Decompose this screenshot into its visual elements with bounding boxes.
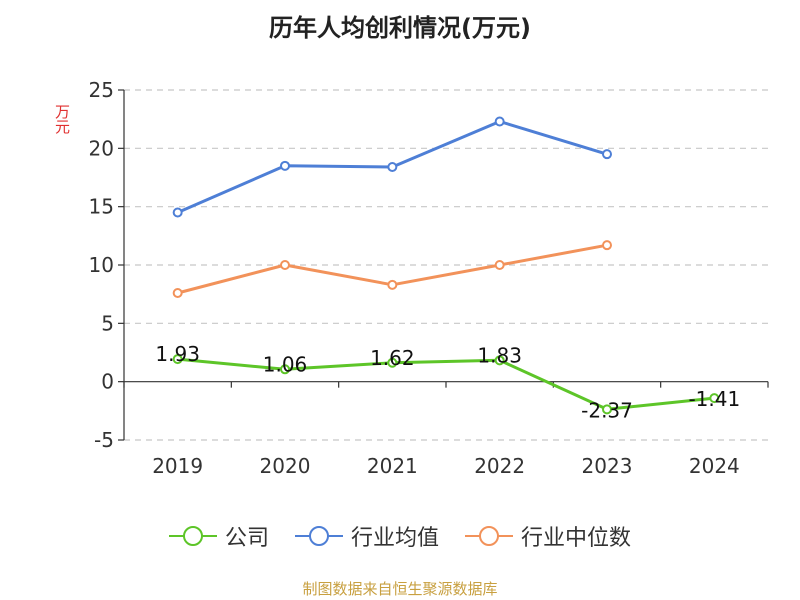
y-tick-label: 0 [101,370,114,394]
legend-label: 行业均值 [350,526,439,551]
data-point [280,160,290,171]
data-point [280,364,290,375]
data-label: 1.62 [370,346,415,370]
data-point [602,240,612,251]
series-layer [172,116,720,415]
y-tick-label: 15 [89,195,114,219]
data-label: -1.41 [688,387,740,411]
data-point [172,354,183,365]
series-line-0 [177,357,715,411]
legend-label: 行业中位数 [521,526,632,551]
source-note: 制图数据来自恒生聚源数据库 [302,580,498,598]
x-tick-label: 2023 [582,454,633,478]
data-point [172,288,183,298]
data-point [387,279,398,290]
data-point [280,260,290,270]
y-axis-unit-label: 万元 [53,104,71,134]
x-tick-label: 2022 [474,454,525,478]
chart-title: 历年人均创利情况(万元) [269,14,531,42]
y-tick-label: 25 [89,78,114,102]
data-point [387,357,398,368]
legend-swatch [465,524,513,548]
data-label: -2.37 [581,398,633,422]
data-label: 1.93 [155,342,200,366]
y-tick-label: 5 [101,311,114,335]
y-tick-label: -5 [94,428,114,452]
y-tick-label: 10 [89,253,114,277]
y-tick-label: 20 [89,136,114,160]
data-label-layer: 1.93 1.06 1.62 1.83 -2.37 -1.41 [155,342,740,422]
data-point [172,207,183,218]
data-point [602,149,612,160]
axis-layer: -5 0 5 10 15 20 25 2019 2020 2021 2022 2023 2024 [89,78,769,478]
legend-label: 公司 [224,526,269,551]
legend-swatch [168,524,217,548]
legend-item-2[interactable]: 行业中位数 [465,520,631,552]
data-label: 1.06 [263,352,308,376]
x-tick-label: 2019 [152,454,203,478]
legend-swatch [294,524,343,548]
x-tick-label: 2021 [367,454,418,478]
data-point [494,355,505,366]
x-tick-label: 2020 [260,454,311,478]
data-point [709,393,720,404]
data-point [494,260,505,270]
data-point [494,116,505,127]
legend-item-0[interactable]: 公司 [168,520,269,552]
data-point [387,162,398,172]
x-tick-label: 2024 [689,454,740,478]
grid-layer [124,89,768,441]
data-point [602,404,612,415]
legend: 公司 行业均值 行业中位数 [0,520,800,552]
legend-item-1[interactable]: 行业均值 [294,520,439,552]
data-label: 1.83 [477,343,522,367]
